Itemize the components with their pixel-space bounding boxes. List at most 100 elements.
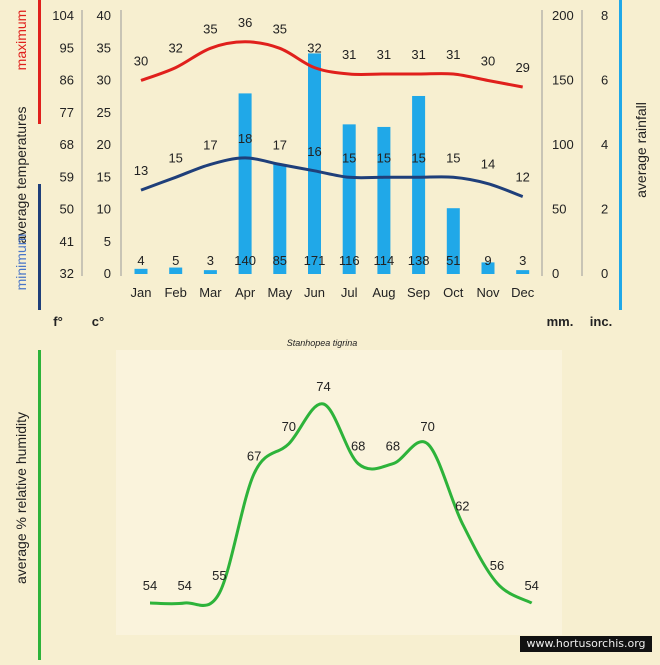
celsius-tick-label: 30 <box>97 73 111 88</box>
rainfall-data-label: 85 <box>273 253 287 268</box>
minimum-data-label: 13 <box>134 163 148 178</box>
celsius-tick-label: 25 <box>97 105 111 120</box>
rainfall-data-label: 5 <box>172 253 179 268</box>
rainfall-legend-bar <box>619 0 622 310</box>
mm-tick-label: 150 <box>552 73 574 88</box>
humidity-data-label: 68 <box>386 439 400 454</box>
rainfall-data-label: 140 <box>234 253 256 268</box>
fahrenheit-tick-label: 68 <box>60 137 74 152</box>
inch-tick-label: 6 <box>601 73 608 88</box>
minimum-data-label: 18 <box>238 131 252 146</box>
fahrenheit-tick-label: 104 <box>52 8 74 23</box>
minimum-temperature-line <box>140 156 524 199</box>
temperatures-legend-label: average temperatures <box>13 107 29 244</box>
minimum-data-label: 17 <box>203 137 217 152</box>
inch-tick-label: 4 <box>601 137 608 152</box>
month-tick-label: Sep <box>407 285 430 300</box>
rainfall-bar <box>273 164 287 274</box>
maximum-data-label: 30 <box>481 54 495 69</box>
fahrenheit-tick-label: 41 <box>60 234 74 249</box>
mm-tick-label: 50 <box>552 202 566 217</box>
humidity-plot-area <box>116 350 562 635</box>
rainfall-data-label: 116 <box>339 253 360 268</box>
inch-unit-label: inc. <box>590 314 612 329</box>
humidity-data-label: 70 <box>420 419 434 434</box>
fahrenheit-tick-label: 59 <box>60 169 74 184</box>
month-tick-label: Jan <box>131 285 152 300</box>
inch-tick-label: 0 <box>601 266 608 281</box>
month-tick-label: Oct <box>443 285 464 300</box>
rainfall-bar <box>238 93 252 275</box>
mm-unit-label: mm. <box>547 314 574 329</box>
rainfall-legend-label: average rainfall <box>633 102 649 198</box>
rainfall-data-label: 138 <box>408 253 430 268</box>
celsius-tick-label: 10 <box>97 202 111 217</box>
maximum-data-label: 30 <box>134 54 148 69</box>
rainfall-data-label: 171 <box>304 253 326 268</box>
humidity-data-label: 62 <box>455 498 469 513</box>
species-caption: Stanhopea tigrina <box>287 338 358 348</box>
minimum-data-label: 12 <box>515 170 529 185</box>
humidity-data-label: 54 <box>177 578 191 593</box>
month-tick-label: Jun <box>304 285 325 300</box>
month-tick-label: May <box>268 285 293 300</box>
minimum-data-label: 15 <box>377 150 391 165</box>
maximum-data-label: 36 <box>238 15 252 30</box>
month-tick-label: Apr <box>235 285 256 300</box>
month-tick-label: Nov <box>476 285 500 300</box>
rainfall-bar <box>377 126 391 274</box>
celsius-tick-label: 35 <box>97 40 111 55</box>
rainfall-bar <box>308 53 321 274</box>
rainfall-bar <box>203 270 217 274</box>
rainfall-data-label: 4 <box>137 253 144 268</box>
rainfall-data-label: 3 <box>519 253 526 268</box>
minimum-data-label: 15 <box>446 150 460 165</box>
rainfall-bar <box>412 95 426 274</box>
humidity-data-label: 56 <box>490 558 504 573</box>
maximum-data-label: 29 <box>515 60 529 75</box>
maximum-data-label: 32 <box>307 41 321 56</box>
minimum-data-label: 15 <box>168 150 182 165</box>
celsius-unit-label: c° <box>92 314 104 329</box>
rainfall-bar <box>134 268 148 274</box>
celsius-tick-label: 40 <box>97 8 111 23</box>
humidity-data-label: 55 <box>212 568 226 583</box>
humidity-data-label: 54 <box>143 578 157 593</box>
maximum-data-label: 31 <box>446 47 460 62</box>
rainfall-bar <box>481 262 495 274</box>
minimum-legend-bar <box>38 184 41 310</box>
rainfall-data-label: 114 <box>374 253 395 268</box>
humidity-data-label: 54 <box>524 578 538 593</box>
celsius-tick-label: 0 <box>104 266 111 281</box>
month-tick-label: Aug <box>372 285 395 300</box>
rainfall-bar <box>516 270 530 274</box>
humidity-line <box>149 402 533 607</box>
rainfall-bar <box>169 267 183 274</box>
mm-tick-label: 200 <box>552 8 574 23</box>
mm-tick-label: 0 <box>552 266 559 281</box>
maximum-data-label: 31 <box>411 47 425 62</box>
rainfall-data-label: 51 <box>446 253 460 268</box>
month-tick-label: Jul <box>341 285 358 300</box>
month-tick-label: Dec <box>511 285 535 300</box>
maximum-data-label: 31 <box>342 47 356 62</box>
celsius-tick-label: 20 <box>97 137 111 152</box>
maximum-temperature-line <box>140 40 523 89</box>
humidity-data-label: 70 <box>282 419 296 434</box>
inch-tick-label: 2 <box>601 202 608 217</box>
celsius-tick-label: 15 <box>97 169 111 184</box>
humidity-data-label: 67 <box>247 449 261 464</box>
celsius-tick-label: 5 <box>104 234 111 249</box>
maximum-data-label: 31 <box>377 47 391 62</box>
fahrenheit-unit-label: f° <box>53 314 63 329</box>
maximum-data-label: 32 <box>168 41 182 56</box>
month-tick-label: Mar <box>199 285 222 300</box>
rainfall-data-label: 3 <box>207 253 214 268</box>
humidity-legend-label: average % relative humidity <box>13 412 29 584</box>
rainfall-data-label: 9 <box>484 253 491 268</box>
minimum-data-label: 16 <box>307 144 321 159</box>
maximum-legend-bar <box>38 0 41 124</box>
humidity-legend-bar <box>38 350 41 660</box>
